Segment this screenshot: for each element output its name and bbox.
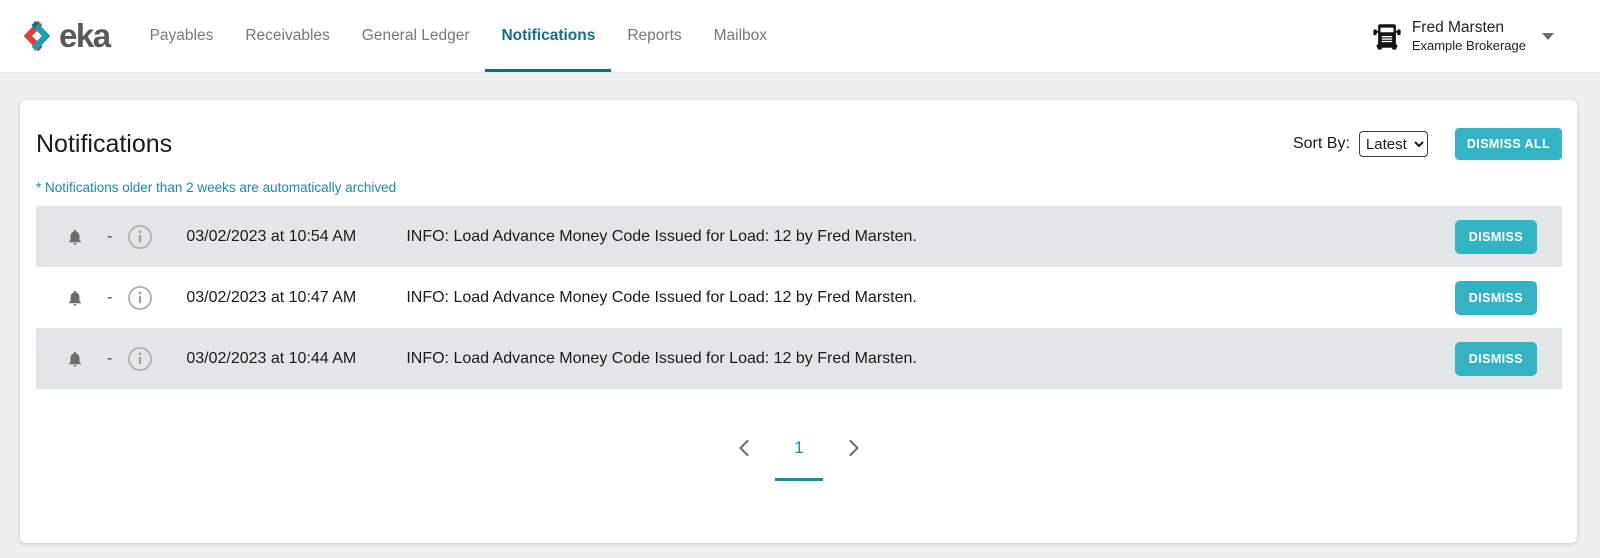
notification-row: - 03/02/2023 at 10:47 AM INFO: Load Adva… [36,267,1562,328]
page-title: Notifications [36,129,173,158]
notification-timestamp: 03/02/2023 at 10:47 AM [186,288,357,306]
info-icon [127,346,153,372]
user-info: Fred Marsten Example Brokerage [1412,18,1526,54]
separator-dash: - [107,349,113,367]
main-content: Notifications Sort By: Latest DISMISS AL… [0,73,1600,558]
dismiss-button[interactable]: DISMISS [1454,219,1537,254]
current-page-number[interactable]: 1 [794,438,804,457]
notifications-panel: Notifications Sort By: Latest DISMISS AL… [20,100,1577,543]
eka-logo-icon [20,17,54,55]
nav-tab-notifications[interactable]: Notifications [485,0,612,72]
nav-tab-payables[interactable]: Payables [149,27,214,44]
notification-row: - 03/02/2023 at 10:54 AM INFO: Load Adva… [36,206,1562,267]
bell-icon [66,227,84,247]
main-nav: Payables Receivables General Ledger Noti… [134,0,784,72]
dismiss-all-button[interactable]: DISMISS ALL [1454,128,1562,160]
user-menu[interactable]: Fred Marsten Example Brokerage [1372,18,1554,54]
notification-message: INFO: Load Advance Money Code Issued for… [406,227,917,245]
notification-timestamp: 03/02/2023 at 10:54 AM [186,227,357,245]
top-navigation-bar: eka Payables Receivables General Ledger … [0,0,1600,73]
nav-tab-general-ledger[interactable]: General Ledger [361,27,470,44]
nav-tab-reports[interactable]: Reports [627,27,682,44]
sort-select[interactable]: Latest [1358,131,1428,157]
next-page-icon[interactable] [848,439,860,457]
notification-message: INFO: Load Advance Money Code Issued for… [406,288,917,306]
sort-by-label: Sort By: [1292,135,1350,152]
archive-note: * Notifications older than 2 weeks are a… [36,180,397,195]
notification-message: INFO: Load Advance Money Code Issued for… [406,349,917,367]
nav-tab-mailbox[interactable]: Mailbox [713,27,768,44]
eka-logo[interactable]: eka [20,16,111,55]
previous-page-icon[interactable] [738,439,750,457]
panel-header: Notifications Sort By: Latest DISMISS AL… [36,100,1562,163]
separator-dash: - [107,227,113,245]
notification-row: - 03/02/2023 at 10:44 AM INFO: Load Adva… [36,328,1562,389]
info-icon [127,224,153,250]
user-name: Fred Marsten [1411,19,1504,37]
notification-timestamp: 03/02/2023 at 10:44 AM [186,349,357,367]
dismiss-button[interactable]: DISMISS [1454,280,1537,315]
info-icon [127,285,153,311]
bell-icon [66,288,84,308]
chevron-down-icon[interactable] [1542,32,1554,40]
user-company: Example Brokerage [1411,37,1526,53]
sort-controls: Sort By: Latest DISMISS ALL [1293,128,1562,160]
dismiss-button[interactable]: DISMISS [1454,341,1537,376]
truck-icon [1372,21,1402,51]
pagination: 1 [36,438,1562,458]
eka-logo-text: eka [59,16,111,54]
nav-tab-receivables[interactable]: Receivables [245,27,330,44]
current-page-underline [775,478,823,481]
notification-list: - 03/02/2023 at 10:54 AM INFO: Load Adva… [36,206,1562,389]
bell-icon [66,349,84,369]
separator-dash: - [107,288,113,306]
